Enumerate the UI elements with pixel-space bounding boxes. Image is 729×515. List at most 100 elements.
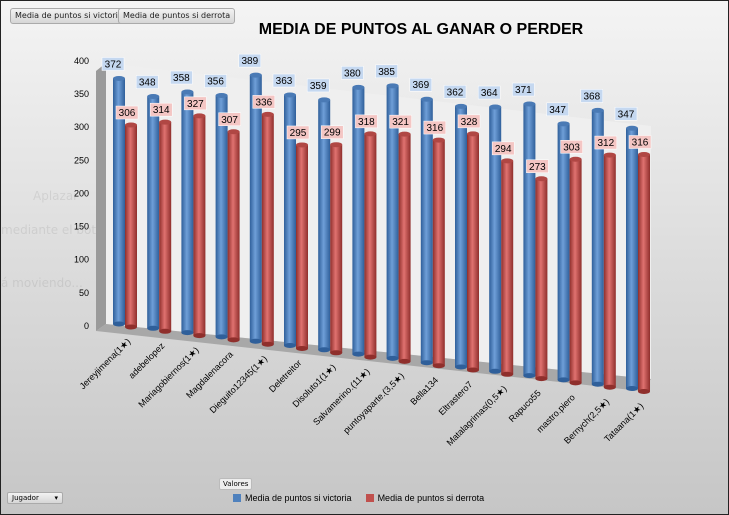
bar-base [181,330,194,336]
back-wall [106,63,651,379]
bar-top [420,96,433,102]
bar-derrota [227,131,240,340]
bar-victoria [489,107,502,372]
y-tick-label: 250 [74,155,89,165]
bar-top [591,107,604,113]
data-label: 327 [187,99,204,110]
data-label: 372 [105,59,122,70]
bar-base [386,355,399,361]
bar-top [467,131,479,137]
bar-base [227,337,240,343]
bar-derrota [330,144,343,353]
legend-item-derrota: Media de puntos si derrota [365,493,484,503]
bar-base [557,377,570,383]
bar-top [501,158,514,164]
bar-base [489,368,502,374]
legend: Media de puntos si victoria Media de pun… [233,493,484,503]
y-tick-label: 150 [74,222,89,232]
data-label: 368 [583,91,600,102]
data-label: 371 [515,85,532,96]
data-label: 307 [221,115,238,126]
data-label-box [409,77,433,92]
legend-swatch [365,494,374,502]
bar-base [638,389,650,394]
data-label-box [149,102,173,117]
data-label-box [580,89,604,103]
data-label-box [115,105,139,120]
bar-victoria [523,104,536,376]
data-label: 295 [290,128,307,139]
bar-top [159,119,172,125]
bar-top [296,142,308,148]
bar-derrota [501,160,514,375]
data-label-box [218,112,241,127]
bar-derrota [193,115,206,336]
data-label-box [443,85,467,99]
bar-base [215,334,228,340]
bar-derrota [364,133,377,358]
data-label: 314 [153,105,170,116]
axis-field-dropdown[interactable]: Jugador ▾ [7,492,63,504]
bar-victoria [181,92,194,333]
data-label-box [286,125,310,140]
bar-top [113,75,125,81]
bar-top [455,103,467,109]
legend-label: Media de puntos si victoria [245,493,352,503]
data-label-box [170,70,193,85]
bar-base [603,384,616,390]
bar-top [523,101,536,107]
bar-top [386,83,399,89]
bar-base [455,364,467,370]
bar-base [501,371,514,377]
bar-top [626,125,638,131]
x-tick-label: Tataana(1★) [602,401,645,444]
bar-derrota [638,154,650,392]
bar-base [284,343,296,348]
data-label-box [594,135,618,150]
data-label-box [375,64,398,79]
bar-base [261,341,274,347]
data-label-box [355,114,378,129]
bar-base [330,350,343,356]
y-tick-label: 300 [74,122,89,132]
bar-victoria [215,95,228,337]
bar-victoria [626,128,638,389]
data-label-box [101,57,125,71]
x-tick-label: Jereyjimena(1★) [78,336,133,391]
y-tick-label: 200 [74,188,89,198]
data-label: 328 [461,117,478,128]
legend-item-victoria: Media de puntos si victoria [233,493,352,503]
bar-victoria [352,87,365,355]
bar-top [398,131,411,137]
bar-base [432,363,445,369]
bar-derrota [467,133,479,370]
bar-top [318,97,331,103]
bar-top [193,113,206,119]
data-label: 356 [207,77,224,88]
field-button-derrota[interactable]: Media de puntos si derrota [118,8,236,24]
bar-derrota [569,159,582,383]
data-label-box [341,66,364,80]
bar-base [535,376,548,382]
x-tick-label: Eltrastero7 [437,379,475,417]
data-label: 299 [324,128,341,139]
data-label: 312 [597,138,614,149]
data-label-box [204,74,227,88]
bar-base [318,347,331,353]
x-tick-label: Deletreitor [267,358,303,394]
bar-victoria [113,78,125,324]
bar-victoria [420,99,433,363]
data-label: 362 [447,87,464,98]
bar-derrota [261,114,274,345]
field-button-victoria[interactable]: Media de puntos si victoria [10,8,128,24]
bar-base [296,346,308,351]
data-label-box [512,82,535,97]
values-field-button[interactable]: Valores [219,478,253,490]
data-label: 273 [529,162,546,173]
data-label-box [614,107,638,121]
data-label-box [272,73,296,88]
x-tick-label: Rapuco55 [507,388,543,424]
data-label: 363 [276,76,293,87]
